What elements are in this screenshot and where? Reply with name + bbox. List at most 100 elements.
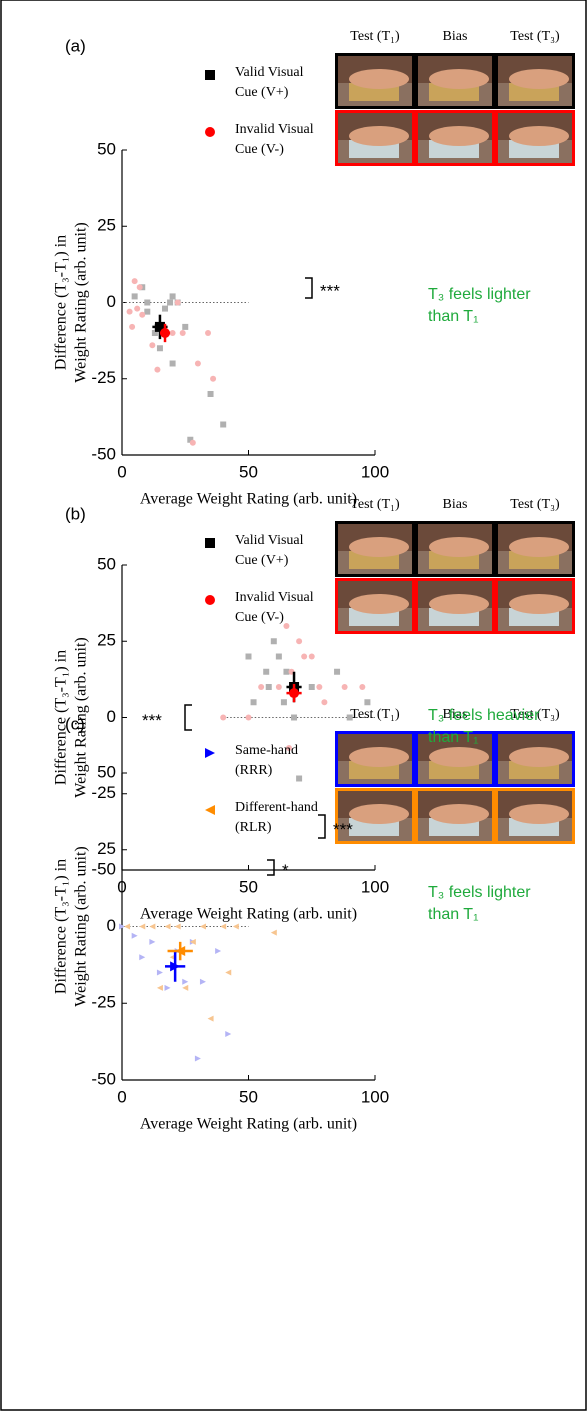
y-tick-label: -50 <box>91 444 116 463</box>
data-point <box>342 684 348 690</box>
data-point <box>127 309 133 315</box>
legend-marker <box>205 127 215 137</box>
photo-hand <box>509 537 569 557</box>
data-point <box>296 638 302 644</box>
photo-hand <box>429 594 489 614</box>
legend-label: Valid Visual Cue (V+) <box>235 63 325 103</box>
data-point <box>225 970 231 976</box>
photo-hand <box>429 537 489 557</box>
data-point <box>190 440 196 446</box>
y-tick-label: 25 <box>97 631 116 650</box>
significance-label: *** <box>320 281 340 300</box>
data-point <box>210 376 216 382</box>
panel-label: (c) <box>65 714 85 733</box>
legend-marker <box>205 748 215 758</box>
y-tick-label: 0 <box>107 707 116 726</box>
data-point <box>334 669 340 675</box>
data-point <box>208 391 214 397</box>
mean-point <box>289 688 299 698</box>
y-tick-label: 50 <box>97 139 116 158</box>
data-point <box>170 293 176 299</box>
data-point <box>132 933 138 939</box>
legend-label: Valid Visual Cue (V+) <box>235 531 325 571</box>
data-point <box>182 985 188 991</box>
photo-hand <box>429 747 489 767</box>
photo-hand <box>349 594 409 614</box>
data-point <box>182 324 188 330</box>
data-point <box>364 699 370 705</box>
data-point <box>281 699 287 705</box>
y-tick-label: 25 <box>97 216 116 235</box>
data-point <box>165 924 171 930</box>
y-axis-label: Difference (T₃-T₁) in <box>53 235 70 370</box>
data-point <box>139 954 145 960</box>
data-point <box>182 979 188 985</box>
photo-hand <box>429 69 489 89</box>
x-tick-label: 0 <box>117 462 126 481</box>
image-header: Bias <box>443 497 468 512</box>
data-point <box>157 985 163 991</box>
photo-hand <box>349 747 409 767</box>
data-point <box>205 330 211 336</box>
image-header: Bias <box>443 29 468 44</box>
data-point <box>246 715 252 721</box>
data-point <box>233 924 239 930</box>
data-point <box>271 638 277 644</box>
data-point <box>271 930 277 936</box>
y-tick-label: -25 <box>91 368 116 387</box>
data-point <box>129 324 135 330</box>
annotation: T₃ feels lighter than T₁ <box>428 882 558 926</box>
data-point <box>144 300 150 306</box>
data-point <box>170 361 176 367</box>
data-point <box>291 715 297 721</box>
x-tick-label: 50 <box>239 877 258 896</box>
data-point <box>276 684 282 690</box>
data-point <box>157 970 163 976</box>
y-tick-label: 25 <box>97 839 116 858</box>
photo-hand <box>509 747 569 767</box>
y-tick-label: 50 <box>97 554 116 573</box>
data-point <box>276 654 282 660</box>
data-point <box>301 654 307 660</box>
data-point <box>162 306 168 312</box>
data-point <box>220 924 226 930</box>
y-tick-label: 0 <box>107 292 116 311</box>
data-point <box>251 699 257 705</box>
panel-label: (a) <box>65 36 86 55</box>
data-point <box>208 1016 214 1022</box>
legend-label: Invalid Visual Cue (V-) <box>235 588 325 628</box>
x-tick-label: 100 <box>361 462 389 481</box>
data-point <box>220 422 226 428</box>
data-point <box>316 684 322 690</box>
significance-label: *** <box>142 711 162 730</box>
data-point <box>124 924 130 930</box>
data-point <box>263 669 269 675</box>
x-axis-label: Average Weight Rating (arb. unit) <box>140 906 357 923</box>
data-point <box>170 330 176 336</box>
data-point <box>200 924 206 930</box>
significance-bracket <box>185 705 192 730</box>
data-point <box>200 979 206 985</box>
significance-label: *** <box>333 820 353 839</box>
legend-marker <box>205 595 215 605</box>
data-point <box>258 684 264 690</box>
x-tick-label: 0 <box>117 1087 126 1106</box>
significance-bracket <box>267 860 274 875</box>
data-point <box>220 715 226 721</box>
x-tick-label: 100 <box>361 1087 389 1106</box>
x-tick-label: 100 <box>361 877 389 896</box>
photo-hand <box>509 126 569 146</box>
legend-marker <box>205 70 215 80</box>
significance-bracket <box>305 278 312 298</box>
y-tick-label: -50 <box>91 1069 116 1088</box>
photo-hand <box>509 804 569 824</box>
figure: (a)Test (T₁)BiasTest (T₃)50250-25-500501… <box>0 0 588 1411</box>
legend-marker <box>205 538 215 548</box>
data-point <box>309 654 315 660</box>
x-axis-label: Average Weight Rating (arb. unit) <box>140 491 357 508</box>
y-tick-label: -50 <box>91 859 116 878</box>
data-point <box>139 312 145 318</box>
mean-point <box>160 328 170 338</box>
data-point <box>175 924 181 930</box>
data-point <box>132 293 138 299</box>
